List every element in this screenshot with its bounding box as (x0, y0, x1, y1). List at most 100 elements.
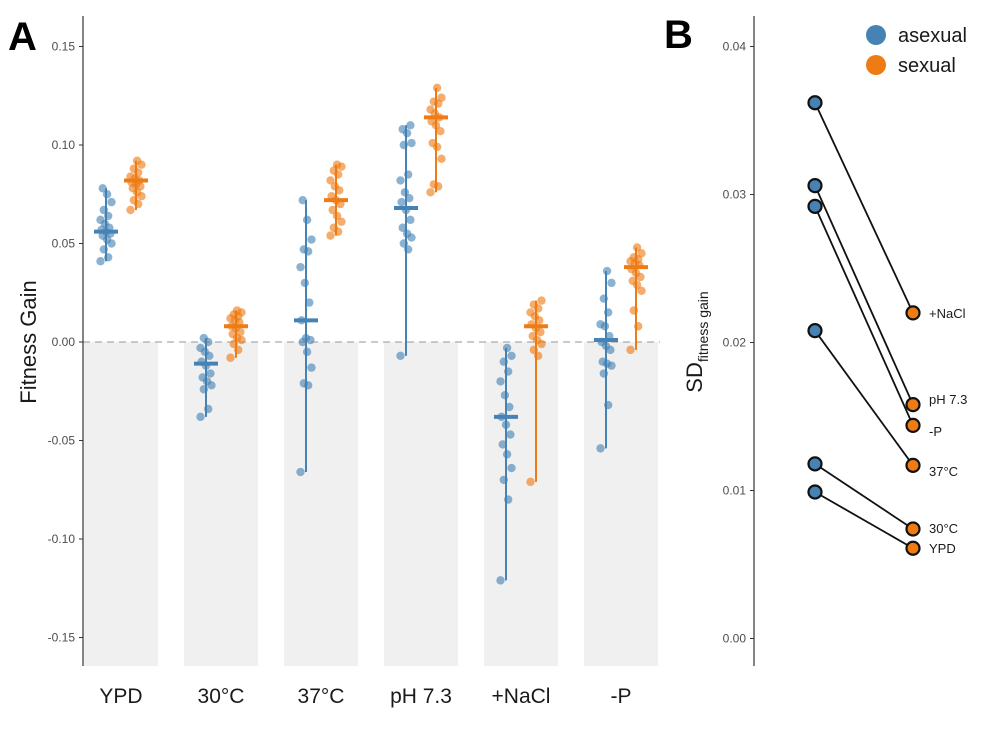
slope-line-37c (814, 330, 914, 466)
category-label-minus-p: -P (611, 685, 632, 708)
sexual-point-37c (905, 457, 921, 473)
point-asexual-plus-nacl (496, 576, 505, 585)
point-asexual-plus-nacl (499, 357, 508, 366)
point-asexual-ph-7-3 (407, 138, 416, 148)
point-asexual-minus-p (596, 444, 605, 453)
point-asexual-plus-nacl (502, 343, 512, 353)
point-sexual-plus-nacl (529, 300, 538, 309)
point-sexual-minus-p (637, 286, 646, 295)
point-asexual-ph-7-3 (397, 197, 406, 207)
y-axis-title-main: SD (682, 362, 707, 393)
y-tick-label: 0.03 (723, 188, 747, 202)
point-sexual-ph-7-3 (436, 127, 445, 136)
sexual-point-ph-7-3 (905, 397, 921, 413)
point-asexual-ph-7-3 (399, 239, 408, 248)
point-asexual-ypd (102, 190, 112, 199)
y-tick-label: 0.15 (52, 40, 76, 54)
point-asexual-30c (196, 343, 205, 353)
point-sexual-37c (330, 182, 340, 191)
y-axis-title-subscript: fitness gain (695, 291, 711, 362)
point-asexual-37c (301, 333, 311, 343)
condition-label-30c: 30°C (929, 521, 958, 536)
point-sexual-minus-p (626, 345, 635, 355)
asexual-point-ypd (807, 484, 823, 500)
point-asexual-plus-nacl (498, 440, 507, 449)
slope-line-ypd (814, 491, 914, 550)
point-asexual-plus-nacl (500, 390, 510, 400)
point-sexual-37c (332, 160, 342, 169)
point-asexual-plus-nacl (504, 367, 513, 376)
y-tick-label: -0.10 (48, 532, 76, 546)
point-sexual-minus-p (632, 243, 642, 252)
category-label-30c: 30°C (198, 685, 245, 708)
point-asexual-plus-nacl (499, 475, 508, 485)
legend-swatch-asexual (866, 25, 886, 45)
y-tick-label: -0.05 (48, 434, 76, 448)
point-asexual-minus-p (604, 308, 613, 317)
category-label-37c: 37°C (298, 685, 345, 708)
point-asexual-ph-7-3 (398, 223, 407, 232)
point-asexual-plus-nacl (505, 402, 514, 412)
data-marks (94, 83, 648, 585)
condition-labels: +NaCl pH 7.3 -P 37°C 30°C YPD (929, 306, 967, 556)
point-sexual-plus-nacl (537, 296, 546, 305)
point-sexual-plus-nacl (534, 351, 543, 360)
shade-ypd (84, 342, 158, 666)
point-asexual-ypd (98, 184, 107, 193)
point-asexual-ph-7-3 (398, 125, 407, 134)
point-sexual-ph-7-3 (429, 97, 438, 106)
point-sexual-ph-7-3 (437, 93, 446, 102)
point-sexual-plus-nacl (528, 331, 537, 341)
point-asexual-ph-7-3 (402, 229, 412, 238)
y-tick-label: -0.15 (48, 631, 76, 645)
point-asexual-37c (302, 215, 312, 225)
slope-lines (814, 102, 914, 550)
point-sexual-minus-p (634, 322, 643, 331)
shade-37c (284, 342, 358, 666)
point-asexual-ypd (99, 245, 109, 254)
asexual-point-plus-nacl (807, 95, 823, 111)
legend: asexual sexual (866, 25, 967, 77)
point-sexual-ph-7-3 (426, 188, 435, 197)
point-sexual-37c (337, 217, 346, 227)
y-tick-label: 0.10 (52, 138, 76, 152)
y-tick-label: 0.04 (723, 40, 747, 54)
point-sexual-ph-7-3 (426, 105, 435, 114)
point-sexual-37c (329, 223, 338, 232)
point-asexual-37c (307, 235, 316, 244)
y-axis-title: Fitness Gain (16, 280, 41, 404)
point-sexual-37c (328, 205, 337, 215)
category-label-plus-nacl: +NaCl (492, 685, 551, 708)
point-asexual-37c (302, 347, 312, 357)
asexual-point-ph-7-3 (807, 178, 823, 194)
asexual-point-37c (807, 323, 823, 339)
negative-region-shading (84, 342, 658, 666)
point-sexual-plus-nacl (526, 308, 535, 317)
asexual-point-minus-p (807, 198, 823, 214)
point-sexual-minus-p (629, 253, 638, 262)
point-sexual-ph-7-3 (432, 83, 442, 93)
y-tick-label: 0.00 (52, 335, 76, 349)
point-sexual-plus-nacl (529, 345, 538, 355)
y-axis-ticks: 0.00 0.01 0.02 0.03 0.04 (723, 40, 754, 646)
point-sexual-minus-p (629, 306, 638, 315)
y-tick-label: 0.05 (52, 237, 76, 251)
panel-a-strip-chart: -0.15 -0.10 -0.05 0.00 0.05 0.10 0.15 YPD 30°C 3… (16, 16, 660, 708)
point-asexual-plus-nacl (506, 430, 515, 439)
point-asexual-ypd (96, 215, 105, 225)
shade-plus-nacl (484, 342, 558, 666)
point-asexual-ph-7-3 (399, 140, 408, 150)
point-asexual-37c (300, 278, 310, 288)
condition-label-ypd: YPD (929, 541, 956, 556)
point-sexual-30c (232, 306, 242, 315)
panel-b-slope-chart: 0.00 0.01 0.02 0.03 0.04 +NaCl pH 7.3 -P 37°C 30… (682, 16, 967, 666)
slope-line-minus-p (814, 205, 914, 426)
legend-label-asexual: asexual (898, 25, 967, 47)
category-label-ph-7-3: pH 7.3 (390, 685, 452, 708)
condition-label-plus-nacl: +NaCl (929, 306, 966, 321)
sexual-point-ypd (905, 540, 921, 556)
legend-swatch-sexual (866, 55, 886, 75)
point-sexual-plus-nacl (526, 477, 535, 487)
point-asexual-ypd (104, 211, 113, 221)
